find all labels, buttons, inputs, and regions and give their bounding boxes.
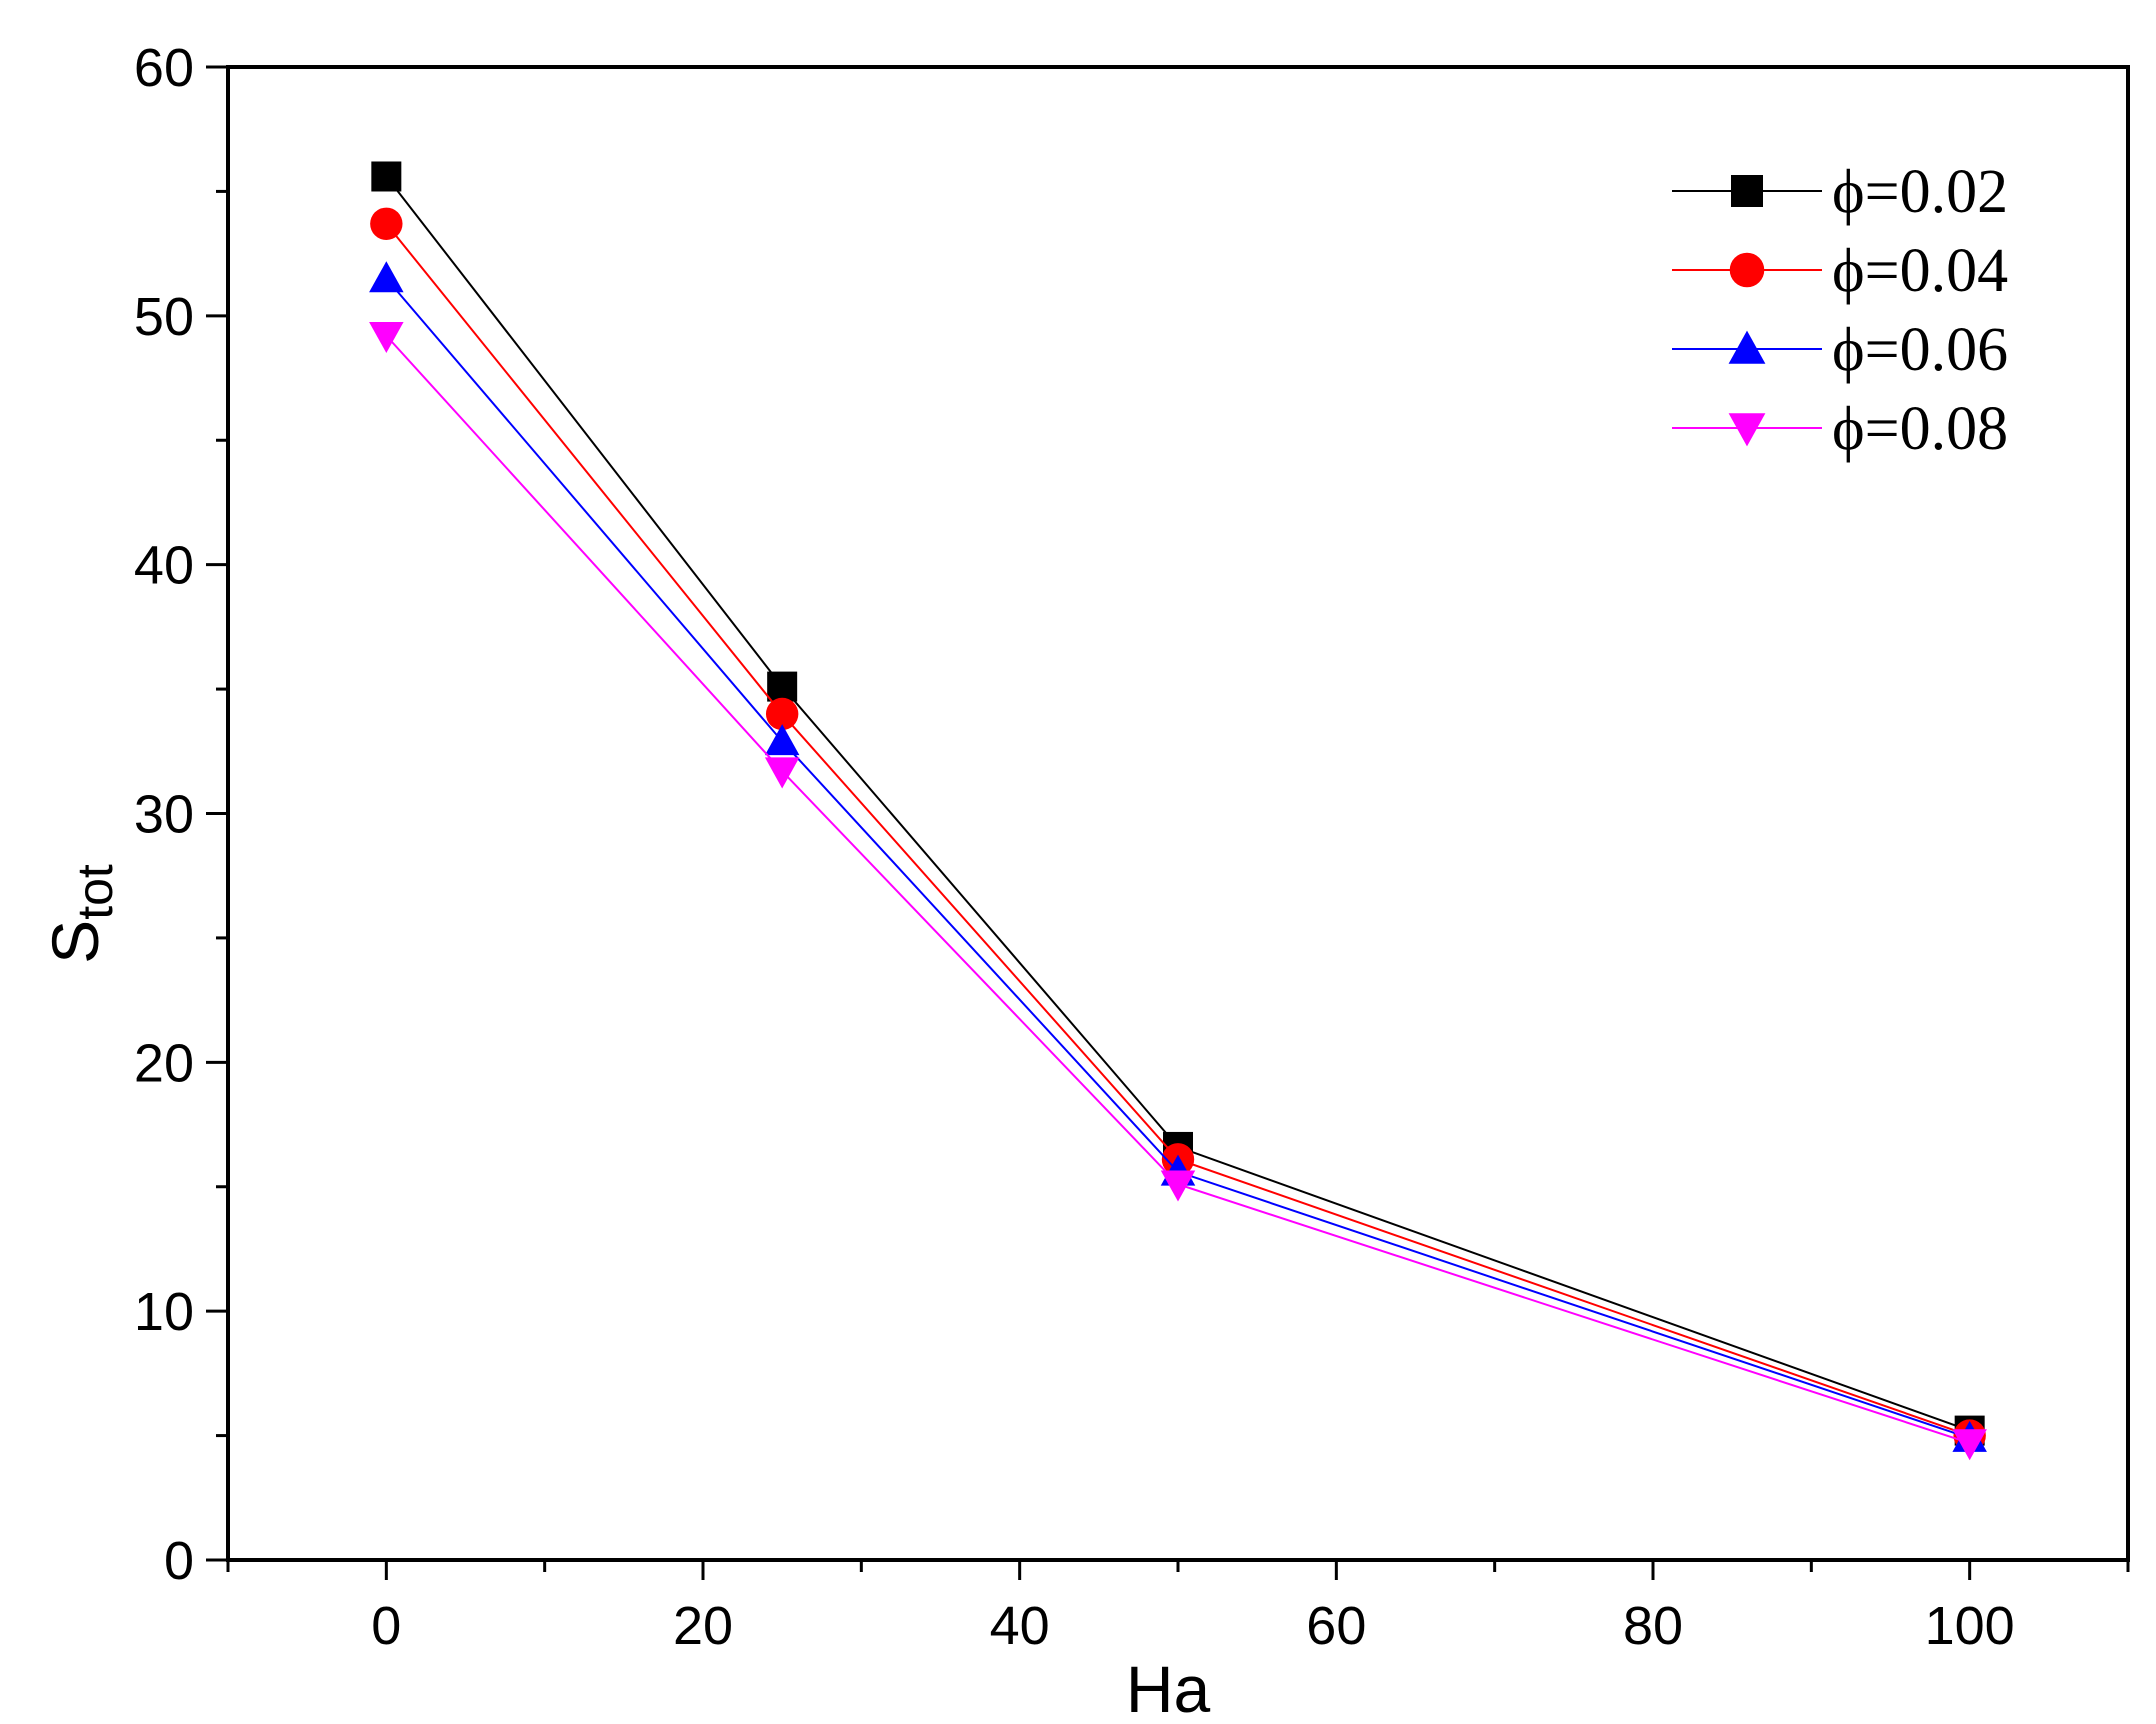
series-marker xyxy=(1731,175,1763,207)
legend-entry: ϕ=0.02 xyxy=(1672,158,2008,226)
series-marker xyxy=(1728,330,1766,364)
legend-label: ϕ=0.08 xyxy=(1832,395,2008,463)
series-group xyxy=(369,321,1987,1461)
x-tick-label: 20 xyxy=(673,1596,733,1656)
y-tick-label: 0 xyxy=(164,1531,194,1591)
x-tick-label: 0 xyxy=(371,1596,401,1656)
y-axis-title-main: S xyxy=(38,920,112,964)
y-axis-ticks: 0 10 20 30 40 50 60 xyxy=(134,38,228,1591)
series-marker xyxy=(1729,252,1765,288)
series-line xyxy=(385,223,1970,1437)
legend-entry: ϕ=0.08 xyxy=(1672,395,2008,463)
legend-entry: ϕ=0.06 xyxy=(1672,316,2008,384)
series-marker xyxy=(1728,413,1766,447)
legend-label: ϕ=0.02 xyxy=(1832,158,2008,226)
x-tick-label: 80 xyxy=(1623,1596,1683,1656)
series-marker xyxy=(1952,1429,1987,1461)
legend-entry: ϕ=0.04 xyxy=(1672,237,2008,305)
series-line xyxy=(385,277,1970,1440)
x-axis-title: Ha xyxy=(1126,1652,1211,1724)
y-tick-label: 30 xyxy=(134,785,194,845)
y-axis-title-subscript: tot xyxy=(67,864,123,920)
y-tick-label: 60 xyxy=(134,38,194,98)
legend-label: ϕ=0.06 xyxy=(1832,316,2008,384)
legend: ϕ=0.02 ϕ=0.04 ϕ=0.06 ϕ=0.08 xyxy=(1672,158,2008,463)
series-marker xyxy=(371,161,402,192)
series-marker xyxy=(369,261,404,293)
series-group xyxy=(370,207,1986,1452)
series-marker xyxy=(767,671,798,702)
x-tick-label: 40 xyxy=(990,1596,1050,1656)
series-marker xyxy=(764,724,800,756)
y-tick-label: 20 xyxy=(134,1033,194,1093)
series-marker xyxy=(1160,1170,1196,1202)
series-marker xyxy=(370,207,403,240)
series-marker xyxy=(765,697,799,731)
x-tick-label: 100 xyxy=(1925,1596,2015,1656)
series-layer xyxy=(369,161,1987,1461)
y-tick-label: 40 xyxy=(134,536,194,596)
legend-label: ϕ=0.04 xyxy=(1832,237,2008,305)
x-axis-ticks: 0 20 40 60 80 100 xyxy=(226,1560,2130,1656)
series-marker xyxy=(369,321,404,353)
series-line xyxy=(385,335,1970,1444)
x-tick-label: 60 xyxy=(1306,1596,1366,1656)
series-line xyxy=(385,175,1971,1432)
y-axis-title: Stot xyxy=(38,864,123,964)
y-tick-label: 50 xyxy=(134,287,194,347)
y-tick-label: 10 xyxy=(134,1282,194,1342)
series-marker xyxy=(764,757,800,789)
